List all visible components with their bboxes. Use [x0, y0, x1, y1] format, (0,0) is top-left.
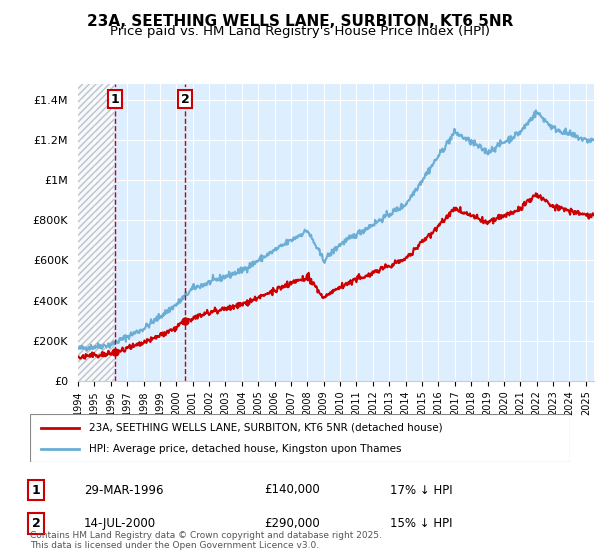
- Text: 23A, SEETHING WELLS LANE, SURBITON, KT6 5NR: 23A, SEETHING WELLS LANE, SURBITON, KT6 …: [87, 14, 513, 29]
- Bar: [78, 84, 114, 381]
- Text: £140,000: £140,000: [264, 483, 320, 497]
- Text: 2: 2: [181, 93, 190, 106]
- Text: 1: 1: [110, 93, 119, 106]
- Text: 17% ↓ HPI: 17% ↓ HPI: [390, 483, 452, 497]
- Text: £290,000: £290,000: [264, 517, 320, 530]
- Text: 2: 2: [32, 517, 40, 530]
- Text: 15% ↓ HPI: 15% ↓ HPI: [390, 517, 452, 530]
- FancyBboxPatch shape: [30, 414, 570, 462]
- Text: Price paid vs. HM Land Registry's House Price Index (HPI): Price paid vs. HM Land Registry's House …: [110, 25, 490, 38]
- Text: 1: 1: [32, 483, 40, 497]
- Text: 14-JUL-2000: 14-JUL-2000: [84, 517, 156, 530]
- Text: HPI: Average price, detached house, Kingston upon Thames: HPI: Average price, detached house, King…: [89, 444, 402, 454]
- Text: 23A, SEETHING WELLS LANE, SURBITON, KT6 5NR (detached house): 23A, SEETHING WELLS LANE, SURBITON, KT6 …: [89, 423, 443, 433]
- Text: Contains HM Land Registry data © Crown copyright and database right 2025.
This d: Contains HM Land Registry data © Crown c…: [30, 530, 382, 550]
- Text: 29-MAR-1996: 29-MAR-1996: [84, 483, 163, 497]
